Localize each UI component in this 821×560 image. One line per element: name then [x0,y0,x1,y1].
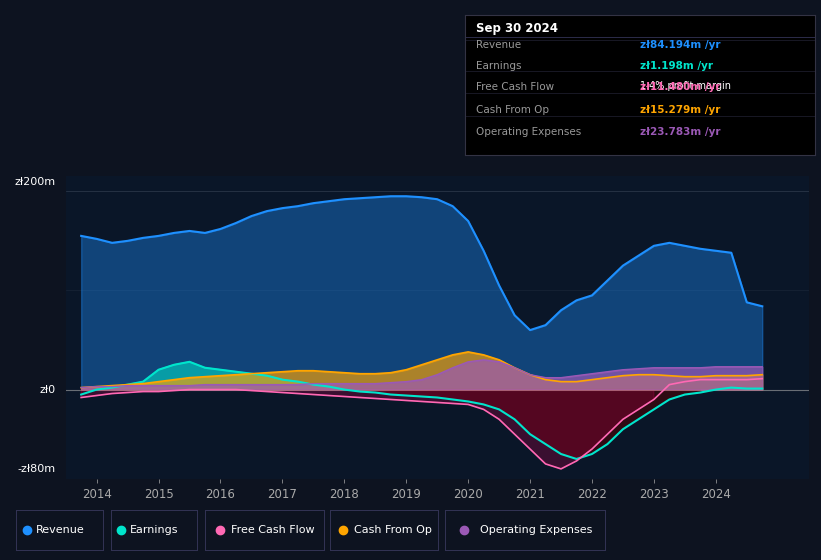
Text: zł11.480m /yr: zł11.480m /yr [640,82,721,92]
Text: zł0: zł0 [39,385,56,395]
Text: Earnings: Earnings [475,61,521,71]
Text: Revenue: Revenue [475,40,521,50]
Text: Revenue: Revenue [35,525,84,535]
Text: zł1.198m /yr: zł1.198m /yr [640,61,713,71]
Text: Cash From Op: Cash From Op [475,105,548,115]
Text: zł84.194m /yr: zł84.194m /yr [640,40,721,50]
Text: -zł80m: -zł80m [18,464,56,474]
Text: Operating Expenses: Operating Expenses [480,525,593,535]
Text: Cash From Op: Cash From Op [354,525,432,535]
Text: 1.4% profit margin: 1.4% profit margin [640,81,731,91]
Text: zł200m: zł200m [15,178,56,187]
Text: zł23.783m /yr: zł23.783m /yr [640,127,721,137]
Text: Free Cash Flow: Free Cash Flow [232,525,315,535]
Text: Free Cash Flow: Free Cash Flow [475,82,553,92]
Text: Operating Expenses: Operating Expenses [475,127,580,137]
Text: Earnings: Earnings [130,525,178,535]
Text: Sep 30 2024: Sep 30 2024 [475,22,557,35]
Text: zł15.279m /yr: zł15.279m /yr [640,105,720,115]
